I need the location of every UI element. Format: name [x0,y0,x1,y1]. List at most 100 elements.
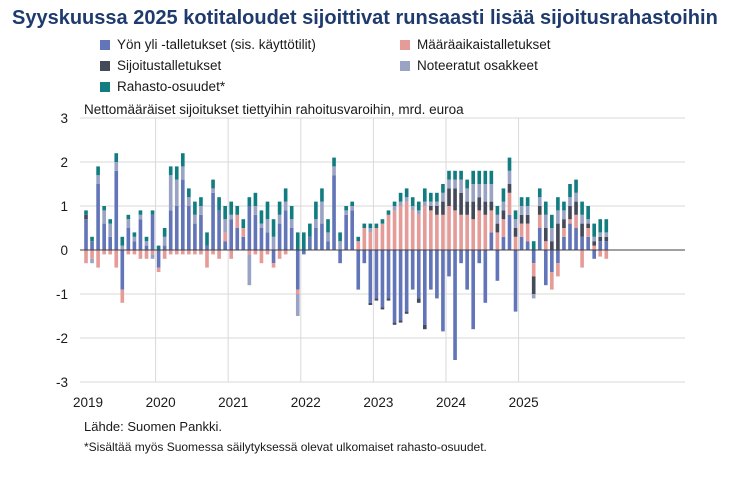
bar-segment [550,272,554,290]
legend-item-sijoitus: Sijoitustalletukset [100,58,221,73]
bar-segment [271,250,276,264]
bar-segment [199,214,203,250]
bar-segment [308,223,312,237]
bar-segment [320,188,324,202]
bar-segment [344,214,348,250]
bar-segment [168,175,173,211]
bar-segment [235,214,240,228]
bar-segment [543,250,548,286]
bar-segment [344,210,348,215]
bar-segment [604,236,609,242]
bar-segment [477,197,482,211]
bar-segment [223,232,227,242]
bar-segment [435,206,439,215]
bar-segment [265,219,270,233]
bar-segment [550,228,554,242]
bar-segment [162,236,167,246]
bar-segment [150,254,155,259]
bar-segment [314,228,318,250]
bar-segment [586,228,590,237]
bar-segment [489,232,494,250]
bar-segment [229,214,234,220]
bar-segment [295,289,300,294]
legend-swatch [400,60,410,71]
bar-segment [211,192,215,250]
bar-segment [229,219,234,250]
bar-segment [356,250,361,290]
bar-segment [289,219,294,228]
bar-segment [144,245,149,250]
bar-segment [295,250,300,290]
bar-segment [483,184,488,202]
bar-segment [410,210,415,250]
bar-segment [531,294,536,299]
legend-label: Noteeratut osakkeet [417,58,538,73]
bar-segment [459,170,463,180]
bar-segment [465,250,469,290]
bar-segment [507,170,512,184]
bar-segment [259,210,264,224]
bar-segment [598,250,603,257]
bar-segment [537,206,542,215]
bar-segment [211,179,215,189]
x-tick-label: 2021 [218,395,248,410]
bar-segment [398,201,403,206]
bar-segment [592,223,597,237]
bar-segment [459,192,463,215]
bar-segment [253,206,258,215]
bar-segment [277,201,282,215]
bar-segment [435,201,439,206]
bar-segment [199,206,203,215]
bar-segment [301,250,306,255]
bar-segment [193,214,197,224]
bar-segment [138,214,143,220]
bar-segment [519,236,524,250]
bar-segment [374,223,379,228]
bar-segment [453,250,457,360]
bar-segment [568,219,572,224]
bar-segment [441,214,445,250]
bar-segment [156,250,161,268]
bar-segment [320,201,324,224]
bar-segment [422,188,427,202]
bar-segment [217,210,221,250]
bar-segment [501,236,506,250]
bar-segment [138,219,143,250]
bar-segment [429,201,433,206]
bar-segment [592,241,597,246]
bar-segment [416,214,421,250]
bar-segment [368,250,373,303]
bar-segment [604,232,609,237]
legend-item-maaraaika: Määräaikaistalletukset [400,37,551,52]
bar-segment [483,250,488,303]
bar-segment [187,188,191,198]
bar-segment [180,250,185,255]
bar-segment [416,201,421,211]
bar-segment [114,153,119,162]
bar-segment [90,258,94,264]
bar-segment [120,236,125,246]
bar-segment [96,175,100,184]
bar-segment [174,166,179,180]
bar-segment [205,245,209,250]
bar-segment [422,324,427,330]
bar-segment [108,223,113,237]
bar-segment [586,223,590,228]
bar-segment [368,228,373,233]
bar-segment [84,250,88,264]
bar-segment [429,250,433,290]
bar-segment [229,250,234,259]
bar-segment [332,166,336,176]
bar-segment [598,232,603,237]
bar-segment [471,250,476,330]
bar-segment [283,201,288,211]
bar-segment [114,162,119,171]
bar-segment [386,210,391,215]
bar-segment [580,236,584,250]
bar-segment [447,188,451,206]
bar-segment [574,192,578,202]
bar-segment [441,184,445,193]
bar-segment [416,250,421,299]
x-tick-label: 2022 [291,395,321,410]
bar-segment [217,197,221,211]
